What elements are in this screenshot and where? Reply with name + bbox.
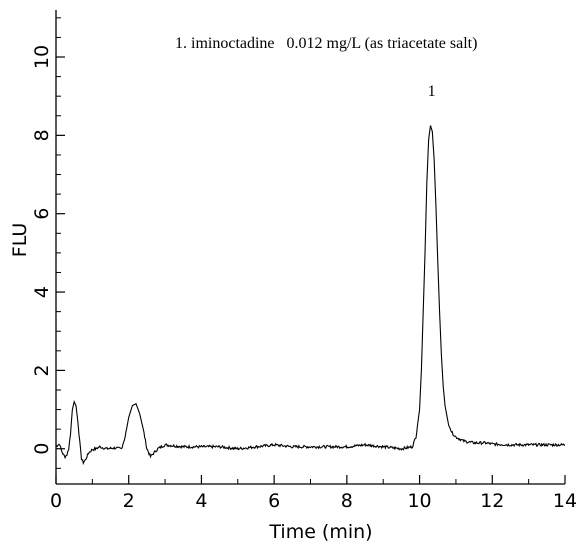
legend-text: 1. iminoctadine 0.012 mg/L (as triacetat… bbox=[175, 35, 477, 52]
x-axis-title: Time (min) bbox=[268, 521, 372, 543]
y-tick-label: 10 bbox=[31, 45, 53, 69]
y-tick-label: 8 bbox=[31, 129, 53, 141]
x-tick-label: 6 bbox=[268, 490, 280, 512]
series-line bbox=[55, 125, 566, 466]
axes: 0 2 4 6 8 10 12 14 0 2 4 6 8 10 bbox=[31, 10, 577, 512]
labels-layer: 1. iminoctadine 0.012 mg/L (as triacetat… bbox=[9, 35, 477, 543]
series-layer bbox=[55, 125, 566, 466]
y-tick-label: 4 bbox=[31, 286, 53, 298]
x-tick-label: 8 bbox=[341, 490, 353, 512]
y-tick-label: 2 bbox=[31, 364, 53, 376]
x-tick-label: 12 bbox=[480, 490, 504, 512]
y-axis-title: FLU bbox=[9, 223, 31, 257]
x-tick-label: 4 bbox=[195, 490, 207, 512]
peak-label: 1 bbox=[428, 83, 436, 100]
x-tick-label: 14 bbox=[553, 490, 577, 512]
x-tick-label: 0 bbox=[50, 490, 62, 512]
y-tick-label: 6 bbox=[31, 208, 53, 220]
x-tick-label: 2 bbox=[123, 490, 135, 512]
y-tick-label: 0 bbox=[31, 443, 53, 455]
x-tick-label: 10 bbox=[407, 490, 431, 512]
